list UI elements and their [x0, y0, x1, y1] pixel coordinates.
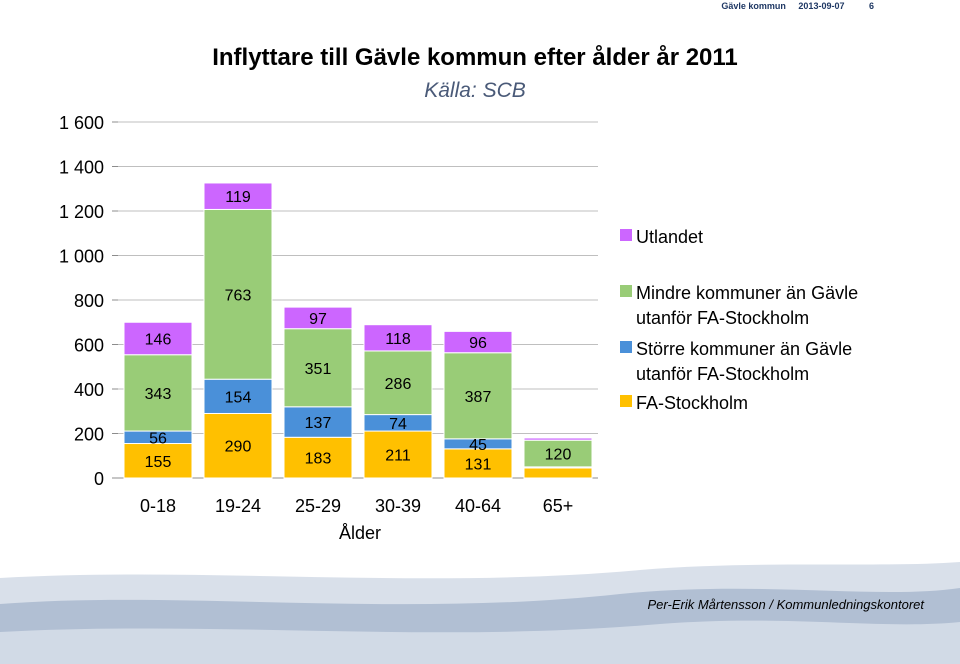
x-tick-label: 19-24: [215, 496, 261, 516]
data-label: 118: [385, 331, 411, 348]
y-tick-label: 800: [74, 291, 104, 311]
y-tick-label: 200: [74, 425, 104, 445]
legend: Utlandet Mindre kommuner än Gävle utanför …: [620, 227, 858, 413]
header-organization: Gävle kommun: [721, 1, 786, 11]
data-label: 154: [225, 389, 252, 406]
data-label: 211: [385, 448, 411, 465]
x-tick-label: 30-39: [375, 496, 421, 516]
bar-segment: [443, 448, 513, 479]
y-axis-ticks: 0 200 400 600 800 1 000 1 200 1 400 1 600: [59, 113, 104, 489]
data-label: 45: [469, 437, 487, 454]
header-info: Gävle kommun 2013-09-07 6: [711, 0, 874, 12]
data-label: 387: [465, 389, 492, 406]
bar-segment: [363, 430, 433, 479]
bar-segment: [443, 352, 513, 440]
bar-segment: [203, 378, 273, 414]
bar-segment: [363, 350, 433, 416]
y-tick-label: 0: [94, 469, 104, 489]
bar-segment: [203, 182, 273, 210]
data-label: 351: [305, 361, 332, 378]
bar-segment: [123, 354, 193, 432]
data-label: 119: [225, 189, 251, 206]
data-label: 96: [469, 335, 487, 352]
bar-segment: [123, 321, 193, 356]
bar-segment: [203, 208, 273, 380]
bar-segment: [363, 324, 433, 352]
bar-segment: [283, 306, 353, 330]
bar-segment: [443, 330, 513, 354]
bar-segment: [283, 406, 353, 438]
legend-swatch: [620, 395, 632, 407]
data-label: 146: [145, 331, 172, 348]
data-label: 763: [225, 287, 252, 304]
x-axis-ticks: 0-18 19-24 25-29 30-39 40-64 65+: [140, 496, 573, 516]
legend-label: FA-Stockholm: [636, 393, 748, 413]
header-page-number: 6: [868, 1, 874, 11]
data-label: 286: [385, 376, 412, 393]
bars: [123, 182, 593, 479]
data-label: 74: [389, 416, 407, 433]
footer-decoration: [0, 560, 960, 664]
legend-label: Utlandet: [636, 227, 703, 247]
data-label: 120: [545, 447, 572, 464]
legend-swatch: [620, 341, 632, 353]
chart-title: Inflyttare till Gävle kommun efter ålder…: [212, 44, 738, 71]
bar-segment: [123, 443, 193, 479]
x-tick-label: 0-18: [140, 496, 176, 516]
legend-swatch: [620, 229, 632, 241]
bar-segment: [283, 328, 353, 408]
data-label: 290: [225, 439, 252, 456]
data-label: 137: [305, 415, 332, 432]
x-tick-label: 65+: [543, 496, 574, 516]
bar-segment: [523, 467, 593, 479]
legend-label: utanför FA-Stockholm: [636, 364, 809, 384]
data-label: 155: [145, 454, 172, 471]
legend-label: Större kommuner än Gävle: [636, 339, 852, 359]
data-label: 56: [149, 430, 167, 447]
y-tick-label: 1 200: [59, 202, 104, 222]
y-tick-label: 400: [74, 380, 104, 400]
footer-credit: Per-Erik Mårtensson / Kommunledningskont…: [647, 597, 925, 612]
gridlines: [112, 121, 598, 479]
legend-label: Mindre kommuner än Gävle: [636, 283, 858, 303]
data-labels: 155 56 343 146 290 154 763 119 183 137 351 97 211 74 2…: [145, 189, 572, 473]
legend-swatch: [620, 285, 632, 297]
y-tick-label: 600: [74, 336, 104, 356]
y-tick-label: 1 400: [59, 158, 104, 178]
x-tick-label: 25-29: [295, 496, 341, 516]
bar-segment: [523, 437, 593, 441]
chart-subtitle: Källa: SCB: [424, 79, 526, 102]
data-label: 183: [305, 451, 332, 468]
y-tick-label: 1 600: [59, 113, 104, 133]
header-date: 2013-09-07: [798, 1, 845, 11]
data-label: 97: [309, 311, 327, 328]
y-tick-label: 1 000: [59, 247, 104, 267]
x-axis-label: Ålder: [339, 523, 381, 543]
data-label: 131: [465, 456, 492, 473]
legend-label: utanför FA-Stockholm: [636, 308, 809, 328]
x-tick-label: 40-64: [455, 496, 501, 516]
bar-segment: [203, 412, 273, 479]
data-label: 343: [145, 386, 172, 403]
